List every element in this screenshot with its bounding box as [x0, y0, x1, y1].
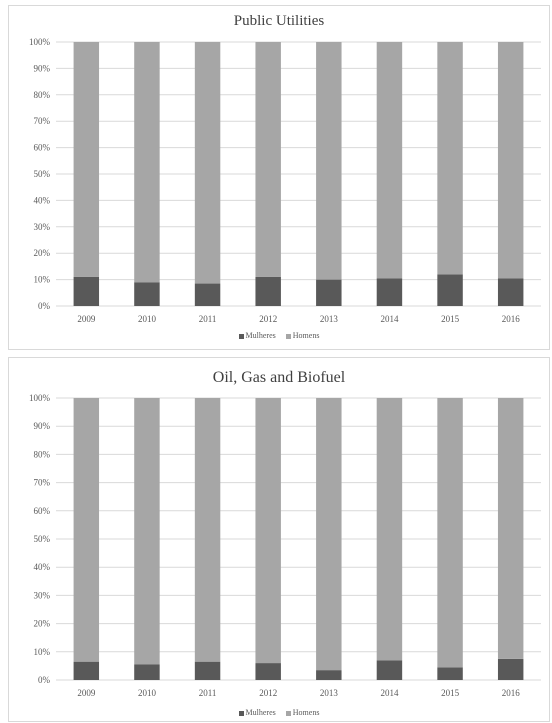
- bar-homens-2015: [437, 398, 463, 668]
- bar-homens-2011: [194, 398, 221, 662]
- legend-swatch-mulheres: [238, 710, 244, 716]
- bar-homens-2009: [73, 398, 100, 662]
- y-tick-label: 50%: [34, 169, 51, 179]
- bar-mulheres-2010: [134, 664, 160, 680]
- legend-swatch-homens: [285, 333, 291, 339]
- y-tick-label: 0%: [38, 675, 51, 685]
- bar-mulheres-2009: [73, 276, 100, 306]
- bar-mulheres-2015: [437, 667, 463, 680]
- chart-plot-area: 0% 10% 20% 30% 40% 50% 60% 70% 80% 90% 100% 2009 201…: [29, 393, 541, 698]
- public-utilities-chart: Public Utilities 0% 10% 20% 30% 40% 50% 60% 70%…: [8, 5, 550, 350]
- bar-mulheres-2016: [497, 278, 524, 306]
- bar-mulheres-2012: [255, 276, 281, 306]
- y-tick-label: 80%: [34, 449, 51, 459]
- x-tick-label: 2013: [320, 314, 339, 324]
- chart-legend: Mulheres Homens: [9, 708, 549, 717]
- x-tick-label: 2012: [259, 314, 277, 324]
- chart-title: Public Utilities: [233, 13, 325, 29]
- bar-mulheres-2013: [316, 279, 342, 306]
- y-tick-label: 80%: [34, 90, 51, 100]
- bar-mulheres-2011: [194, 283, 221, 306]
- bar-homens-2016: [497, 398, 524, 659]
- legend-label: Mulheres: [245, 708, 276, 717]
- chart-plot-area: 0% 10% 20% 30% 40% 50% 60% 70% 80% 90% 100% 2009 201…: [29, 37, 541, 324]
- bar-homens-2013: [316, 398, 342, 671]
- y-tick-label: 40%: [34, 195, 51, 205]
- bar-homens-2011: [194, 42, 221, 284]
- oil-gas-biofuel-chart: Oil, Gas and Biofuel 0% 10% 20% 30% 40% 50% 60…: [8, 357, 550, 722]
- chart-title: Oil, Gas and Biofuel: [212, 369, 346, 386]
- bar-homens-2015: [437, 42, 463, 275]
- legend-swatch-mulheres: [238, 333, 244, 339]
- y-tick-label: 0%: [38, 301, 51, 311]
- y-tick-label: 60%: [34, 143, 51, 153]
- legend-label: Mulheres: [245, 331, 276, 340]
- bar-mulheres-2013: [316, 670, 342, 680]
- legend-item-homens: Homens: [285, 331, 320, 340]
- x-tick-label: 2009: [77, 688, 96, 698]
- y-tick-label: 10%: [34, 275, 51, 285]
- x-tick-label: 2015: [441, 314, 460, 324]
- bar-homens-2014: [376, 42, 403, 279]
- y-tick-label: 100%: [29, 393, 51, 403]
- x-tick-label: 2013: [320, 688, 339, 698]
- x-tick-label: 2010: [138, 688, 157, 698]
- bar-mulheres-2014: [376, 660, 403, 680]
- y-tick-label: 100%: [29, 37, 51, 47]
- x-tick-label: 2011: [199, 314, 217, 324]
- legend-label: Homens: [292, 708, 320, 717]
- y-tick-label: 50%: [34, 534, 51, 544]
- y-tick-label: 70%: [34, 478, 51, 488]
- x-tick-label: 2014: [380, 314, 399, 324]
- bar-homens-2009: [73, 42, 100, 277]
- bar-mulheres-2014: [376, 278, 403, 306]
- bar-homens-2014: [376, 398, 403, 661]
- y-tick-label: 40%: [34, 562, 51, 572]
- y-tick-label: 20%: [34, 248, 51, 258]
- x-tick-label: 2009: [77, 314, 96, 324]
- y-tick-label: 90%: [34, 63, 51, 73]
- bar-mulheres-2012: [255, 663, 281, 680]
- bar-mulheres-2015: [437, 274, 463, 306]
- legend-item-mulheres: Mulheres: [238, 708, 276, 717]
- bar-homens-2012: [255, 398, 281, 664]
- y-tick-label: 90%: [34, 421, 51, 431]
- legend-swatch-homens: [285, 710, 291, 716]
- y-tick-label: 10%: [34, 647, 51, 657]
- bar-mulheres-2016: [497, 658, 524, 680]
- x-tick-label: 2015: [441, 688, 460, 698]
- x-tick-label: 2011: [199, 688, 217, 698]
- chart-legend: Mulheres Homens: [9, 331, 549, 340]
- bar-homens-2012: [255, 42, 281, 277]
- bar-mulheres-2009: [73, 661, 100, 680]
- x-tick-label: 2010: [138, 314, 157, 324]
- legend-label: Homens: [292, 331, 320, 340]
- y-tick-label: 30%: [34, 590, 51, 600]
- y-tick-label: 20%: [34, 619, 51, 629]
- bar-homens-2010: [134, 42, 160, 283]
- x-tick-label: 2012: [259, 688, 277, 698]
- legend-item-homens: Homens: [285, 708, 320, 717]
- y-tick-label: 70%: [34, 116, 51, 126]
- x-tick-label: 2016: [502, 314, 521, 324]
- bar-mulheres-2011: [194, 661, 221, 680]
- y-tick-label: 60%: [34, 506, 51, 516]
- y-tick-label: 30%: [34, 222, 51, 232]
- x-tick-label: 2014: [380, 688, 399, 698]
- bar-homens-2016: [497, 42, 524, 279]
- bar-mulheres-2010: [134, 282, 160, 306]
- legend-item-mulheres: Mulheres: [238, 331, 276, 340]
- bar-homens-2013: [316, 42, 342, 280]
- bar-homens-2010: [134, 398, 160, 665]
- x-tick-label: 2016: [502, 688, 521, 698]
